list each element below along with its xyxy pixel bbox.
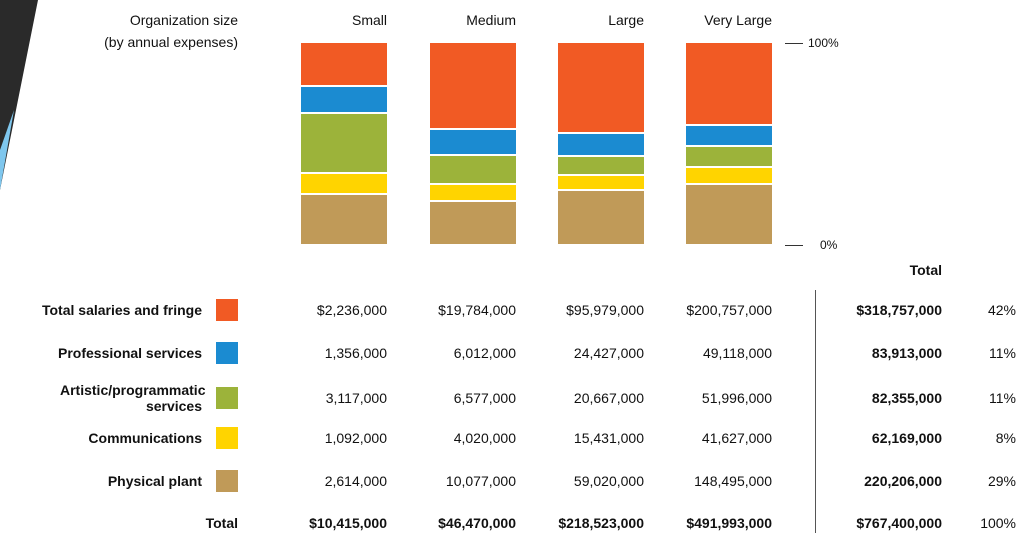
value-label: $19,784,000 xyxy=(438,302,516,318)
value-label: 41,627,000 xyxy=(701,430,772,446)
row-share: 8% xyxy=(995,430,1016,446)
legend-label: Artistic/programmatic services xyxy=(60,382,206,414)
category-label: Small xyxy=(351,12,387,28)
row-total: $318,757,000 xyxy=(856,302,942,318)
bar-segment xyxy=(558,176,644,189)
column-total: $218,523,000 xyxy=(558,515,644,531)
value-label: 15,431,000 xyxy=(573,430,644,446)
bar-segment xyxy=(558,156,644,175)
category-label: Very Large xyxy=(704,12,772,28)
grand-share: 100% xyxy=(980,515,1016,531)
value-label: 51,996,000 xyxy=(701,390,772,406)
value-label: 59,020,000 xyxy=(573,473,644,489)
total-row-label: Total xyxy=(205,515,238,531)
tick-label: 100% xyxy=(808,36,839,50)
legend-label: Communications xyxy=(88,430,202,446)
row-share: 29% xyxy=(987,473,1016,489)
legend-label: Total salaries and fringe xyxy=(41,302,202,318)
bar-segment xyxy=(301,87,387,112)
value-label: $200,757,000 xyxy=(686,302,772,318)
bar-segment xyxy=(686,146,772,166)
photo-edge xyxy=(0,0,38,190)
total-heading: Total xyxy=(909,262,942,278)
row-total: 82,355,000 xyxy=(871,390,942,406)
column-total: $491,993,000 xyxy=(686,515,772,531)
bar-segment xyxy=(430,184,516,201)
bar-segment xyxy=(301,113,387,173)
legend-swatch xyxy=(216,470,238,492)
bar-segment xyxy=(301,43,387,86)
legend-swatch xyxy=(216,387,238,409)
row-share: 11% xyxy=(989,345,1016,361)
value-label: $95,979,000 xyxy=(566,302,644,318)
bar-segment xyxy=(430,43,516,128)
bar-segment xyxy=(686,126,772,145)
value-label: 6,012,000 xyxy=(453,345,516,361)
row-share: 42% xyxy=(987,302,1016,318)
bar-segment xyxy=(430,156,516,183)
value-label: 1,356,000 xyxy=(324,345,387,361)
value-label: 10,077,000 xyxy=(445,473,516,489)
bar-segment xyxy=(686,185,772,244)
value-label: 148,495,000 xyxy=(694,473,772,489)
legend-swatch xyxy=(216,342,238,364)
legend-swatch xyxy=(216,299,238,321)
tick-mark xyxy=(785,43,803,44)
column-total: $46,470,000 xyxy=(438,515,516,531)
header-sublabel: (by annual expenses) xyxy=(104,34,238,50)
bar-segment xyxy=(558,190,644,244)
row-total: 62,169,000 xyxy=(871,430,942,446)
category-label: Medium xyxy=(466,12,516,28)
bar-segment xyxy=(558,43,644,132)
header-label: Organization size xyxy=(129,12,238,28)
legend-swatch xyxy=(216,427,238,449)
bar-segment xyxy=(430,129,516,155)
value-label: 2,614,000 xyxy=(324,473,387,489)
value-label: $2,236,000 xyxy=(316,302,387,318)
row-share: 11% xyxy=(989,390,1016,406)
legend-label: Physical plant xyxy=(107,473,202,489)
row-total: 83,913,000 xyxy=(871,345,942,361)
value-label: 1,092,000 xyxy=(324,430,387,446)
divider xyxy=(815,290,816,533)
column-total: $10,415,000 xyxy=(309,515,387,531)
legend-label: Professional services xyxy=(58,345,202,361)
value-label: 20,667,000 xyxy=(573,390,644,406)
tick-mark xyxy=(785,245,803,246)
value-label: 3,117,000 xyxy=(325,390,387,406)
bar-segment xyxy=(301,195,387,244)
bar-segment xyxy=(686,167,772,184)
row-total: 220,206,000 xyxy=(864,473,942,489)
category-label: Large xyxy=(608,12,644,28)
bar-segment xyxy=(558,133,644,155)
value-label: 4,020,000 xyxy=(453,430,516,446)
grand-total: $767,400,000 xyxy=(856,515,942,531)
bar-segment xyxy=(430,202,516,244)
tick-label: 0% xyxy=(820,238,838,252)
value-label: 24,427,000 xyxy=(573,345,644,361)
bar-segment xyxy=(301,174,387,194)
value-label: 6,577,000 xyxy=(453,390,516,406)
value-label: 49,118,000 xyxy=(702,345,772,361)
bar-segment xyxy=(686,43,772,125)
